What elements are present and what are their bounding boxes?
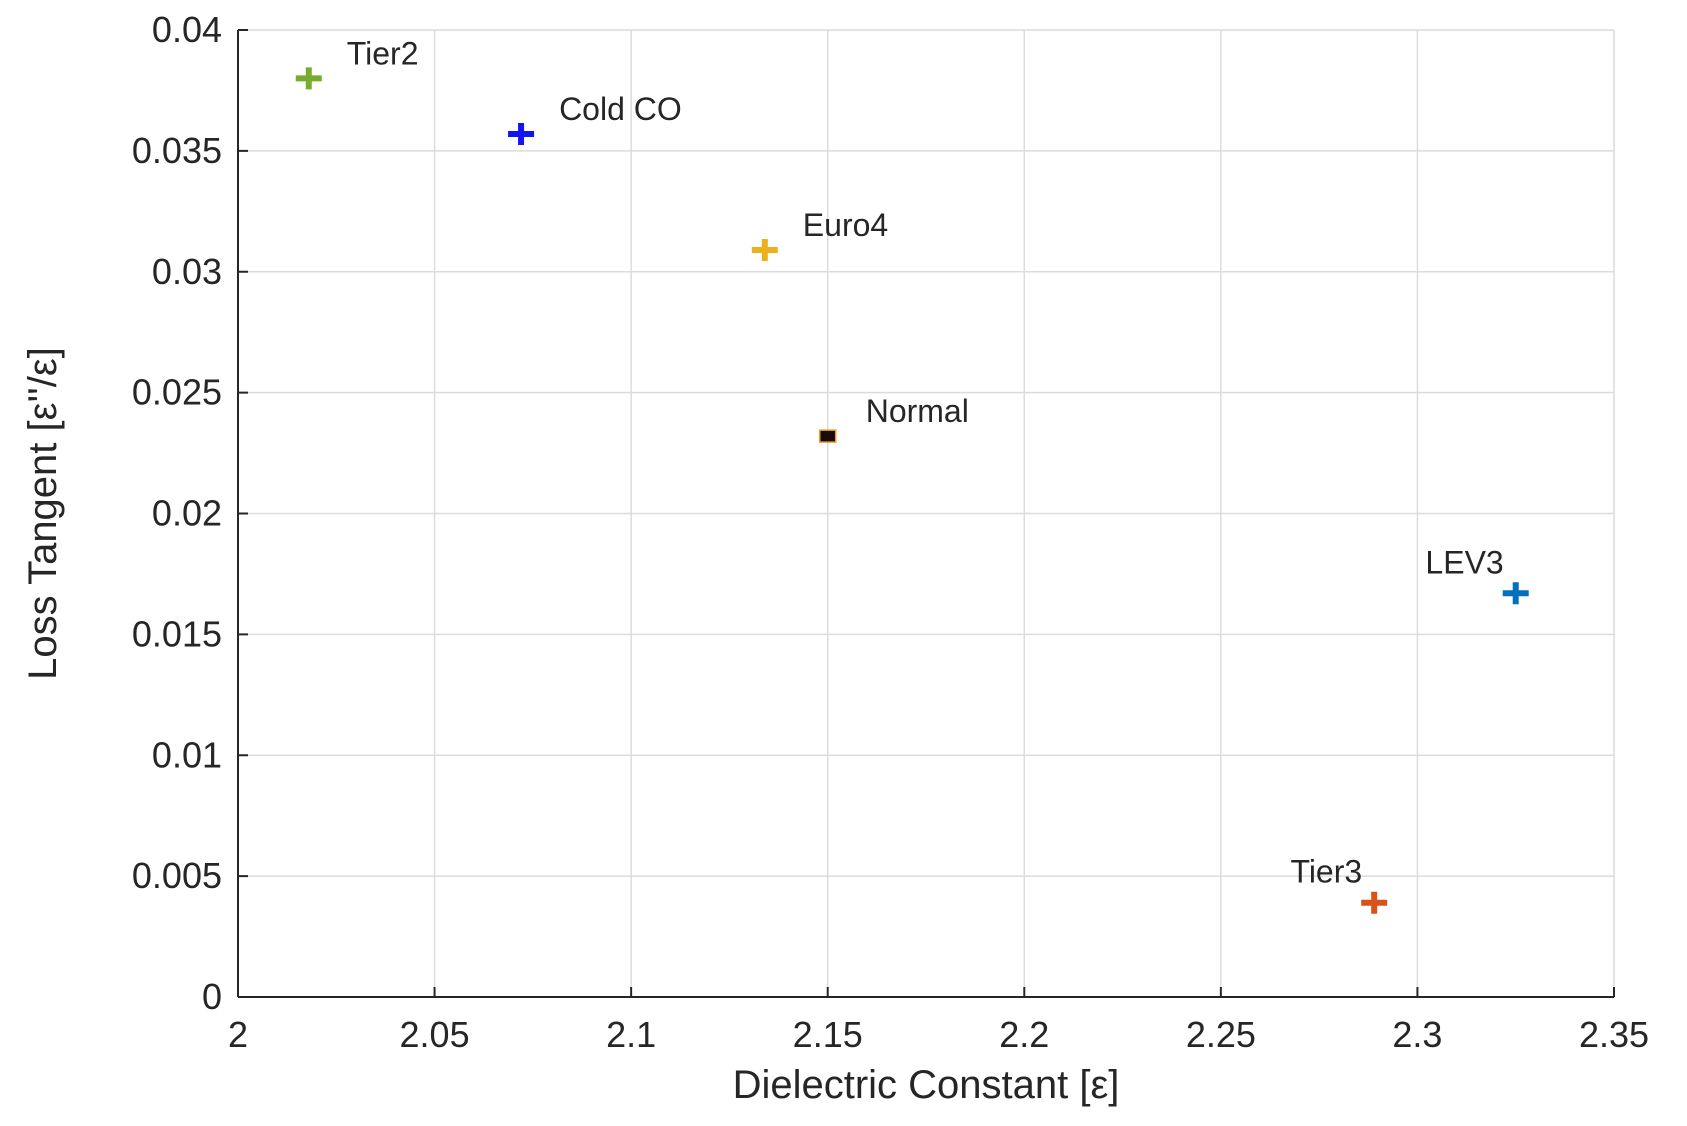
data-point-tier3: Tier3 (1290, 854, 1388, 914)
data-point-tier2: Tier2 (295, 35, 419, 90)
point-label: Tier2 (347, 35, 419, 71)
square-marker (818, 429, 837, 443)
plus-marker (1502, 582, 1529, 605)
plus-marker (1361, 891, 1388, 914)
data-point-normal: Normal (818, 393, 969, 443)
y-tick-label: 0.04 (152, 9, 222, 50)
x-tick-label: 2 (228, 1014, 248, 1055)
y-axis-ticks: 0 0.005 0.01 0.015 0.02 0.025 0.03 0.035 0.04 (132, 9, 248, 1017)
x-tick-label: 2.35 (1579, 1014, 1649, 1055)
x-tick-label: 2.05 (400, 1014, 470, 1055)
x-tick-label: 2.2 (999, 1014, 1049, 1055)
data-points: Tier2 Cold CO Euro4 Normal LEV3 Tier3 (295, 35, 1529, 914)
y-tick-label: 0.025 (132, 372, 222, 413)
y-tick-label: 0.02 (152, 493, 222, 534)
point-label: Cold CO (559, 91, 682, 127)
x-tick-label: 2.1 (606, 1014, 656, 1055)
plus-marker (508, 122, 535, 145)
point-label: Tier3 (1290, 854, 1362, 890)
x-axis-ticks: 2 2.05 2.1 2.15 2.2 2.25 2.3 2.35 (228, 987, 1649, 1055)
point-label: Euro4 (803, 207, 888, 243)
point-label: LEV3 (1425, 544, 1503, 580)
data-point-euro4: Euro4 (751, 207, 888, 261)
y-tick-label: 0.01 (152, 734, 222, 775)
x-tick-label: 2.15 (793, 1014, 863, 1055)
x-tick-label: 2.25 (1186, 1014, 1256, 1055)
x-tick-label: 2.3 (1392, 1014, 1442, 1055)
point-label: Normal (866, 393, 969, 429)
x-axis-title: Dielectric Constant [ε] (733, 1063, 1120, 1107)
y-tick-label: 0.015 (132, 613, 222, 654)
y-axis-title: Loss Tangent [ε''/ε] (21, 347, 65, 680)
data-point-lev3: LEV3 (1425, 544, 1529, 605)
y-tick-label: 0.005 (132, 855, 222, 896)
plus-marker (295, 67, 322, 90)
y-tick-label: 0.035 (132, 130, 222, 171)
data-point-cold-co: Cold CO (508, 91, 682, 145)
plus-marker (751, 238, 778, 261)
y-tick-label: 0 (202, 976, 222, 1017)
y-tick-label: 0.03 (152, 251, 222, 292)
